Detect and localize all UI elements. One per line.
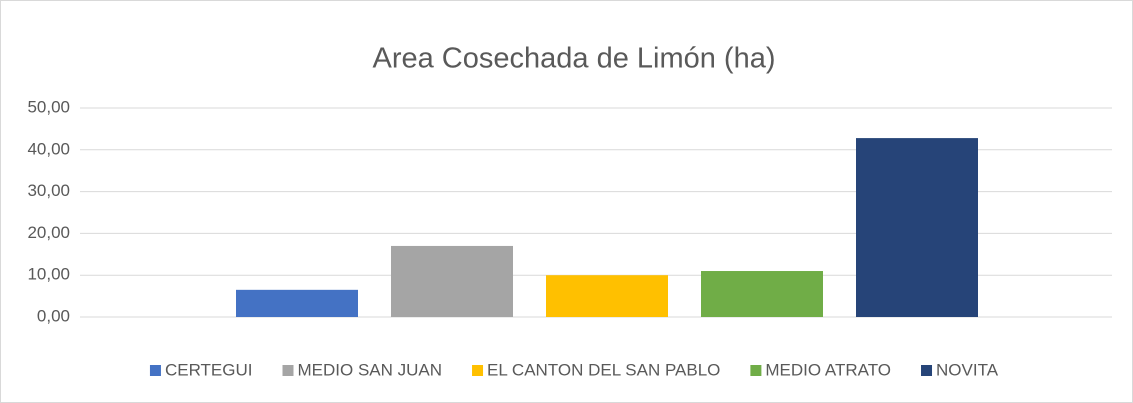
y-tick-label: 10,00 — [27, 265, 70, 284]
legend-label: MEDIO ATRATO — [765, 360, 891, 379]
y-tick-label: 30,00 — [27, 181, 70, 200]
legend-swatch — [750, 365, 762, 376]
legend-label: MEDIO SAN JUAN — [298, 360, 443, 379]
legend-label: NOVITA — [936, 360, 999, 379]
y-tick-label: 50,00 — [27, 97, 70, 116]
bar — [546, 275, 668, 317]
bar — [236, 289, 358, 317]
legend-swatch — [472, 365, 484, 376]
chart-title: Area Cosechada de Limón (ha) — [372, 43, 775, 75]
legend-swatch — [149, 365, 161, 376]
bar — [856, 138, 978, 317]
y-tick-label: 0,00 — [37, 306, 70, 325]
y-tick-label: 20,00 — [27, 223, 70, 242]
legend-swatch — [282, 365, 294, 376]
legend-label: CERTEGUI — [165, 360, 253, 379]
legend-label: EL CANTON DEL SAN PABLO — [487, 360, 720, 379]
bar — [391, 245, 513, 317]
legend-swatch — [921, 365, 933, 376]
y-tick-label: 40,00 — [27, 139, 70, 158]
bar — [701, 271, 823, 317]
